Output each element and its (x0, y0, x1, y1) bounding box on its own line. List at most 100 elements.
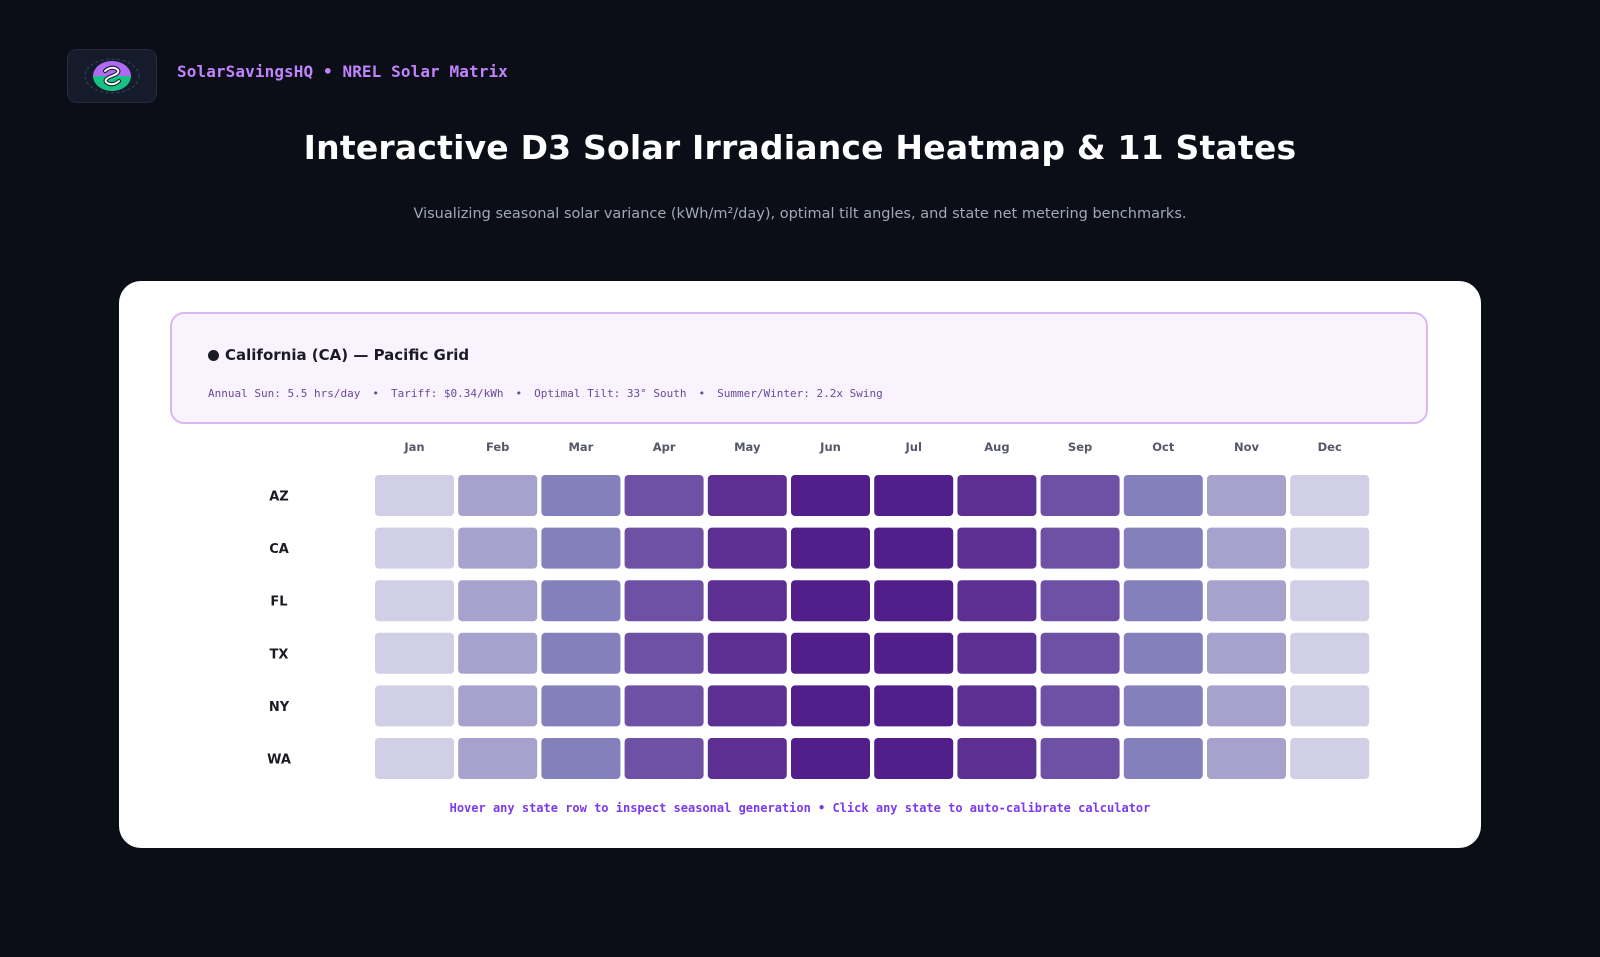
heatmap-cell[interactable] (541, 527, 621, 569)
state-info-title: California (CA) — Pacific Grid (208, 346, 469, 364)
heatmap-cell[interactable] (874, 527, 954, 569)
heatmap-cell[interactable] (375, 580, 454, 622)
heatmap-cell[interactable] (707, 475, 787, 516)
heatmap-cell[interactable] (624, 632, 704, 674)
heatmap-row-az[interactable]: AZ (269, 475, 1370, 516)
month-label: Jul (904, 440, 921, 454)
heatmap-cell[interactable] (541, 580, 621, 622)
heatmap-cell[interactable] (1207, 632, 1286, 674)
heatmap-cell[interactable] (1123, 527, 1203, 569)
heatmap-cell[interactable] (375, 475, 454, 516)
state-label[interactable]: NY (269, 700, 290, 715)
heatmap-cell[interactable] (624, 580, 704, 622)
heatmap-cell[interactable] (375, 632, 454, 674)
heatmap-cell[interactable] (624, 738, 704, 779)
heatmap-cell[interactable] (375, 738, 454, 779)
heatmap-cell[interactable] (1123, 580, 1203, 622)
month-label: Feb (486, 440, 509, 454)
heatmap-cell[interactable] (541, 475, 621, 516)
heatmap-cell[interactable] (874, 738, 954, 779)
heatmap-cell[interactable] (707, 685, 787, 727)
heatmap-row-tx[interactable]: TX (270, 632, 1370, 674)
heatmap-cell[interactable] (1290, 527, 1370, 569)
month-label: Aug (984, 440, 1009, 454)
heatmap-cell[interactable] (957, 738, 1037, 779)
heatmap-cell[interactable] (375, 685, 454, 727)
heatmap-cell[interactable] (791, 685, 870, 727)
heatmap-cell[interactable] (624, 685, 704, 727)
heatmap-cell[interactable] (1290, 475, 1370, 516)
heatmap-cell[interactable] (957, 685, 1037, 727)
heatmap-cell[interactable] (375, 527, 454, 569)
heatmap-cell[interactable] (1123, 738, 1203, 779)
heatmap-cell[interactable] (1207, 475, 1286, 516)
heatmap-cell[interactable] (541, 685, 621, 727)
heatmap-cell[interactable] (1040, 632, 1120, 674)
heatmap-cell[interactable] (1290, 580, 1370, 622)
state-label[interactable]: TX (270, 647, 289, 662)
heatmap-cell[interactable] (791, 580, 870, 622)
heatmap-cell[interactable] (624, 527, 704, 569)
heatmap-cell[interactable] (957, 527, 1037, 569)
state-label[interactable]: CA (269, 542, 289, 557)
month-label: Apr (653, 440, 676, 454)
heatmap-cell[interactable] (791, 527, 870, 569)
heatmap-cell[interactable] (1123, 685, 1203, 727)
heatmap-footnote: Hover any state row to inspect seasonal … (449, 801, 1151, 815)
heatmap-cell[interactable] (1040, 475, 1120, 516)
heatmap-row-wa[interactable]: WA (267, 738, 1370, 779)
heatmap-cell[interactable] (458, 738, 538, 779)
heatmap-cell[interactable] (791, 475, 870, 516)
heatmap-cell[interactable] (874, 475, 954, 516)
state-dot-icon (208, 349, 219, 361)
heatmap-cell[interactable] (458, 580, 538, 622)
heatmap-cell[interactable] (1123, 475, 1203, 516)
heatmap-cell[interactable] (957, 580, 1037, 622)
stat-separator: • (515, 387, 523, 400)
state-info-name: California (CA) — Pacific Grid (225, 346, 470, 364)
heatmap-cell[interactable] (458, 475, 538, 516)
heatmap-row-ny[interactable]: NY (269, 685, 1370, 727)
heatmap-cell[interactable] (791, 632, 870, 674)
heatmap-cell[interactable] (458, 527, 538, 569)
heatmap-cell[interactable] (458, 685, 538, 727)
heatmap-cell[interactable] (874, 685, 954, 727)
heatmap-cell[interactable] (1040, 580, 1120, 622)
heatmap-cell[interactable] (541, 632, 621, 674)
heatmap-cell[interactable] (707, 738, 787, 779)
heatmap-cell[interactable] (707, 580, 787, 622)
heatmap-cell[interactable] (458, 632, 538, 674)
heatmap-cell[interactable] (874, 580, 954, 622)
heatmap-cell[interactable] (1290, 738, 1370, 779)
state-label[interactable]: FL (270, 595, 287, 610)
heatmap-cell[interactable] (1290, 632, 1370, 674)
heatmap-cell[interactable] (957, 475, 1037, 516)
heatmap-cell[interactable] (1123, 632, 1203, 674)
heatmap-cell[interactable] (1290, 685, 1370, 727)
heatmap-row-ca[interactable]: CA (269, 527, 1370, 569)
heatmap-cell[interactable] (541, 738, 621, 779)
heatmap-cell[interactable] (707, 632, 787, 674)
month-label: Oct (1152, 440, 1175, 454)
brand: SolarSavingsHQ • NREL Solar Matrix (67, 48, 508, 104)
heatmap-cell[interactable] (1040, 685, 1120, 727)
heatmap-row-fl[interactable]: FL (270, 580, 1370, 622)
heatmap-cell[interactable] (874, 632, 954, 674)
heatmap-cell[interactable] (1040, 738, 1120, 779)
state-label[interactable]: AZ (269, 490, 289, 505)
heatmap-cell[interactable] (791, 738, 870, 779)
logo[interactable] (67, 49, 157, 103)
month-label: Jun (819, 440, 841, 454)
heatmap-cell[interactable] (1207, 580, 1286, 622)
heatmap-cell[interactable] (1207, 685, 1286, 727)
state-label[interactable]: WA (267, 753, 291, 768)
state-info-panel: California (CA) — Pacific Grid Annual Su… (170, 312, 1428, 424)
heatmap-cell[interactable] (1207, 738, 1286, 779)
month-label: Dec (1318, 440, 1342, 454)
heatmap-chart: Jan Feb Mar Apr May Jun Jul Aug Sep Oct Nov Dec AZ CA… (267, 440, 1370, 779)
heatmap-cell[interactable] (707, 527, 787, 569)
heatmap-cell[interactable] (1207, 527, 1286, 569)
heatmap-cell[interactable] (1040, 527, 1120, 569)
heatmap-cell[interactable] (957, 632, 1037, 674)
heatmap-cell[interactable] (624, 475, 704, 516)
